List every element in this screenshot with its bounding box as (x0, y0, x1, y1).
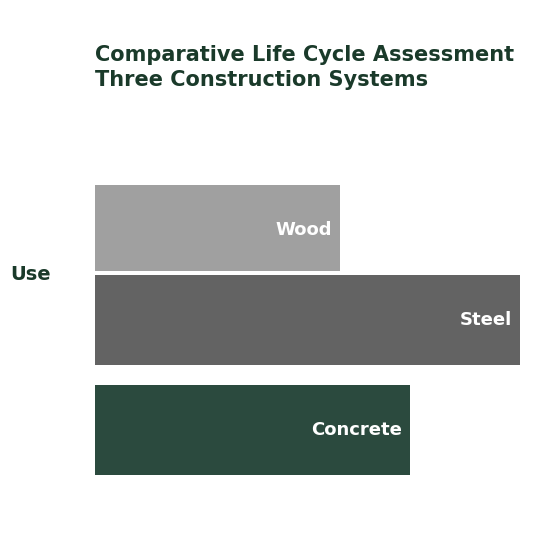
Text: Comparative Life Cycle Assessment
Three Construction Systems: Comparative Life Cycle Assessment Three … (95, 45, 514, 90)
Bar (95, 185, 340, 275)
Text: Wood: Wood (276, 221, 332, 239)
Text: Use: Use (10, 265, 50, 284)
Text: Concrete: Concrete (311, 421, 402, 439)
Bar (95, 271, 340, 275)
Bar (95, 275, 520, 365)
Text: Steel: Steel (460, 311, 512, 329)
Bar (95, 385, 410, 475)
